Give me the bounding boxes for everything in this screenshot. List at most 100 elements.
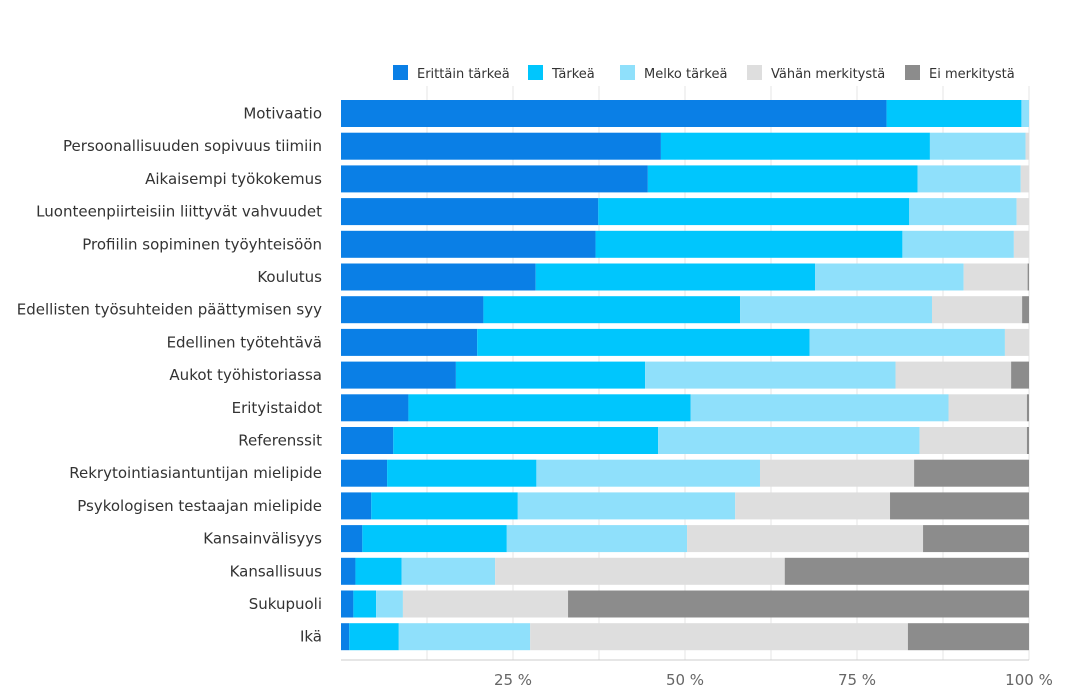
bar-segment — [483, 296, 741, 324]
bar-segment — [341, 230, 596, 258]
legend: Erittäin tärkeä Tärkeä Melko tärkeä Vähän m… — [393, 65, 1015, 82]
bar-segment — [506, 525, 688, 553]
bar-segment — [902, 230, 1014, 258]
bar-segment — [355, 557, 402, 585]
category-label: Kansainvälisyys — [203, 530, 322, 548]
category-label: Persoonallisuuden sopivuus tiimiin — [63, 137, 322, 155]
x-tick-label: 100 % — [1005, 671, 1053, 689]
category-label: Motivaatio — [243, 105, 322, 123]
category-label: Luonteenpiirteisiin liittyvät vahvuudet — [36, 203, 322, 221]
legend-swatch — [620, 65, 635, 80]
bar-segment — [341, 132, 661, 160]
bar-segment — [341, 100, 887, 127]
bar-segment — [917, 165, 1021, 193]
bar-segment — [784, 557, 1029, 585]
bar-segment — [362, 525, 507, 553]
category-label: Rekrytointiasiantuntijan mielipide — [69, 464, 322, 482]
x-axis: 25 % 50 % 75 % 100 % — [341, 659, 1053, 689]
category-label: Aikaisempi työkokemus — [145, 170, 322, 188]
bar-segment — [341, 296, 484, 324]
bar-segment — [687, 525, 924, 553]
bar-segment — [759, 459, 915, 487]
bar-segment — [1026, 427, 1029, 454]
bar-segment — [341, 394, 409, 422]
bar-segment — [341, 361, 456, 389]
bar-segment — [568, 590, 1029, 618]
bar-segment — [341, 459, 388, 487]
category-label: Psykologisen testaajan mielipide — [77, 497, 322, 515]
bar-segment — [931, 296, 1023, 324]
x-tick-label: 50 % — [666, 671, 704, 689]
bar-segment — [1013, 230, 1029, 258]
category-label: Koulutus — [257, 268, 322, 286]
category-label: Edellinen työtehtävä — [167, 333, 322, 351]
bar-segment — [948, 394, 1027, 422]
bar-segment — [890, 492, 1029, 520]
bar-segment — [690, 394, 949, 422]
bar-segment — [595, 230, 903, 258]
bar-segment — [341, 525, 363, 553]
bar-segment — [1025, 132, 1029, 160]
bar-segment — [536, 459, 760, 487]
bar-segment — [815, 263, 964, 291]
bar-segment — [929, 132, 1026, 160]
legend-swatch — [528, 65, 543, 80]
bar-segment — [341, 328, 478, 356]
bar-segment — [349, 623, 399, 651]
legend-label: Ei merkitystä — [929, 67, 1015, 82]
legend-label: Erittäin tärkeä — [417, 67, 510, 82]
bar-segment — [658, 427, 920, 454]
legend-label: Melko tärkeä — [644, 67, 727, 82]
category-label: Edellisten työsuhteiden päättymisen syy — [17, 301, 322, 319]
bar-segment — [535, 263, 816, 291]
category-label: Aukot työhistoriassa — [169, 366, 322, 384]
bar-segment — [907, 623, 1029, 651]
bar-segment — [398, 623, 531, 651]
bars — [341, 100, 1029, 651]
bar-segment — [353, 590, 377, 618]
category-label: Ikä — [300, 628, 322, 646]
bar-segment — [341, 590, 354, 618]
bar-segment — [740, 296, 932, 324]
bar-segment — [909, 198, 1017, 226]
legend-swatch — [905, 65, 920, 80]
bar-segment — [393, 427, 659, 454]
bar-segment — [402, 590, 569, 618]
bar-segment — [735, 492, 891, 520]
bar-segment — [1026, 394, 1029, 422]
bar-segment — [401, 557, 496, 585]
bar-segment — [1021, 100, 1029, 127]
bar-segment — [919, 427, 1027, 454]
bar-segment — [341, 492, 372, 520]
bar-segment — [645, 361, 896, 389]
bar-segment — [517, 492, 736, 520]
bar-segment — [660, 132, 930, 160]
bar-segment — [341, 427, 394, 454]
bar-segment — [455, 361, 646, 389]
x-tick-label: 75 % — [838, 671, 876, 689]
bar-segment — [477, 328, 810, 356]
category-label: Referenssit — [238, 432, 322, 450]
bar-segment — [895, 361, 1012, 389]
bar-segment — [914, 459, 1029, 487]
legend-label: Vähän merkitystä — [771, 67, 885, 82]
bar-segment — [376, 590, 403, 618]
category-label: Sukupuoli — [249, 595, 322, 613]
legend-swatch — [393, 65, 408, 80]
bar-segment — [495, 557, 785, 585]
bar-segment — [1016, 198, 1029, 226]
bar-segment — [341, 263, 536, 291]
bar-segment — [1011, 361, 1029, 389]
bar-segment — [408, 394, 691, 422]
bar-segment — [341, 557, 356, 585]
bar-segment — [886, 100, 1022, 127]
bar-segment — [963, 263, 1028, 291]
category-label: Erityistaidot — [232, 399, 322, 417]
bar-segment — [598, 198, 910, 226]
bar-segment — [387, 459, 537, 487]
category-label: Profiilin sopiminen työyhteisöön — [82, 235, 322, 253]
bar-segment — [371, 492, 518, 520]
x-tick-label: 25 % — [494, 671, 532, 689]
bar-segment — [923, 525, 1029, 553]
